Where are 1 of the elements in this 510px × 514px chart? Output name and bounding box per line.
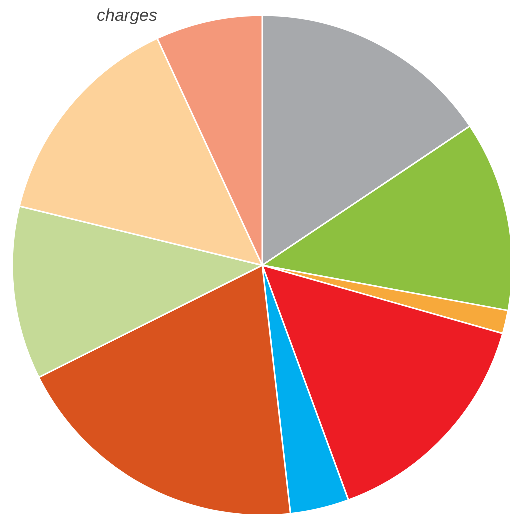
slice-label: charges [97, 6, 158, 25]
